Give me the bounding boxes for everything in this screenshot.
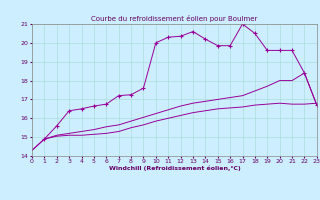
X-axis label: Windchill (Refroidissement éolien,°C): Windchill (Refroidissement éolien,°C) bbox=[108, 166, 240, 171]
Title: Courbe du refroidissement éolien pour Boulmer: Courbe du refroidissement éolien pour Bo… bbox=[91, 15, 258, 22]
